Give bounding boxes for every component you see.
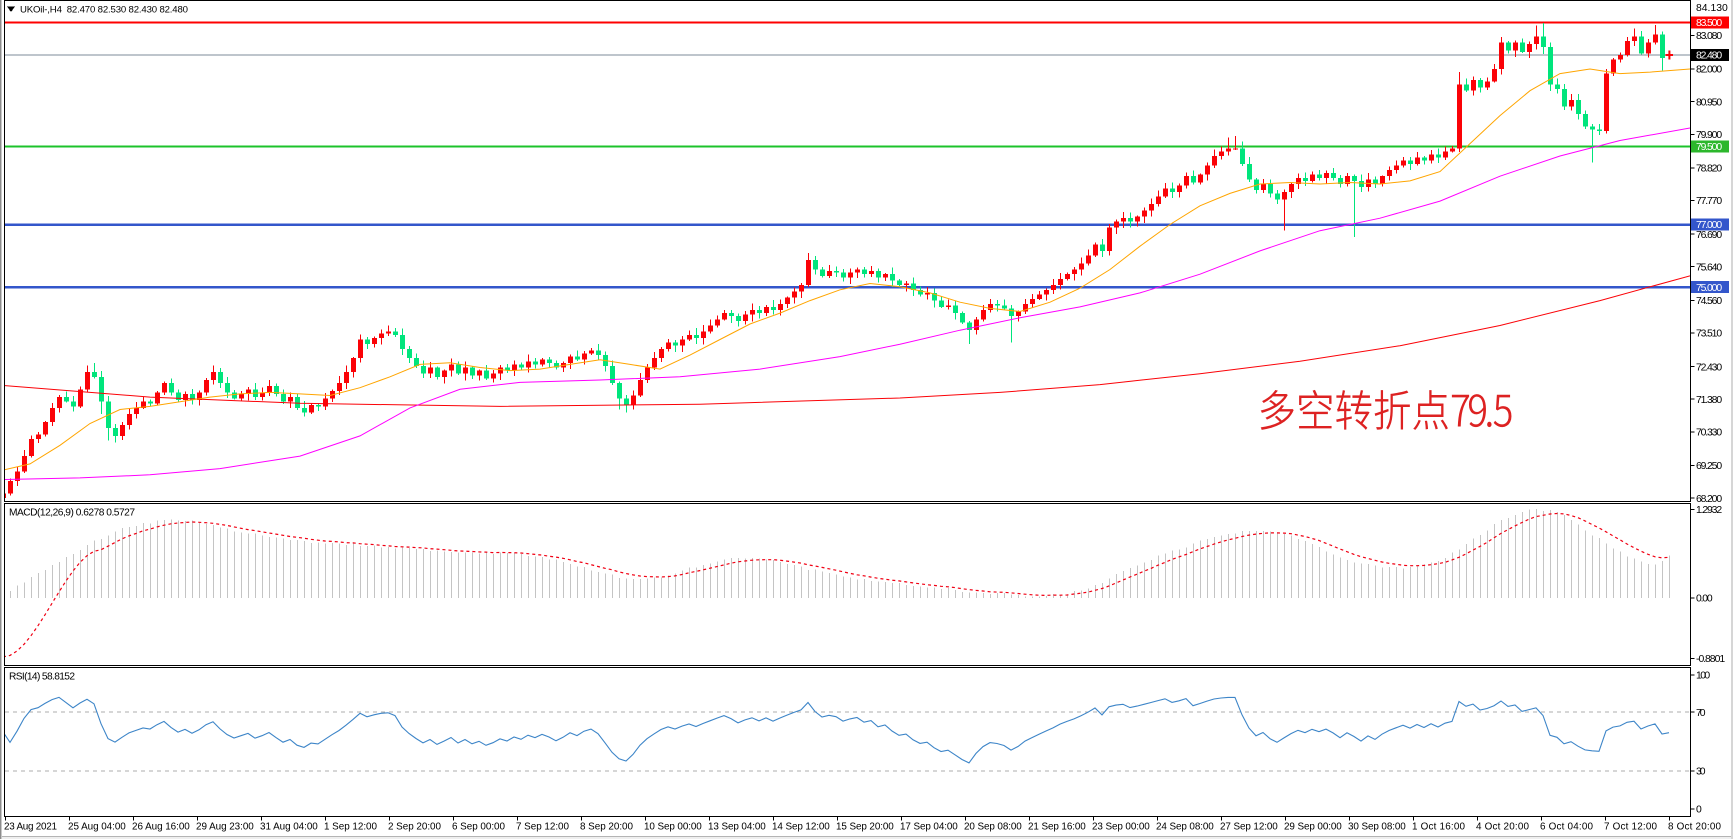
svg-text:7 Oct 12:00: 7 Oct 12:00 [1604,822,1658,833]
svg-text:1 Sep 12:00: 1 Sep 12:00 [324,822,378,833]
svg-text:6 Oct 04:00: 6 Oct 04:00 [1540,822,1594,833]
svg-text:13 Sep 04:00: 13 Sep 04:00 [708,822,766,833]
svg-text:78.820: 78.820 [1696,164,1722,175]
svg-text:UKOil-,H4 82.470 82.530 82.43: UKOil-,H4 82.470 82.530 82.430 82.480 [20,5,188,16]
svg-text:10 Sep 00:00: 10 Sep 00:00 [644,822,702,833]
svg-text:70: 70 [1696,708,1706,719]
svg-text:29 Sep 00:00: 29 Sep 00:00 [1284,822,1342,833]
svg-text:6 Sep 00:00: 6 Sep 00:00 [452,822,506,833]
svg-text:73.510: 73.510 [1696,329,1722,340]
svg-text:RSI(14) 58.8152: RSI(14) 58.8152 [9,672,75,683]
svg-text:24 Sep 08:00: 24 Sep 08:00 [1156,822,1214,833]
svg-text:30 Sep 08:00: 30 Sep 08:00 [1348,822,1406,833]
svg-text:76.690: 76.690 [1696,230,1722,241]
svg-text:8 Oct 20:00: 8 Oct 20:00 [1668,822,1722,833]
svg-text:2 Sep 20:00: 2 Sep 20:00 [388,822,442,833]
svg-text:82.000: 82.000 [1696,65,1722,76]
svg-text:100: 100 [1696,671,1710,682]
svg-text:83.500: 83.500 [1696,18,1722,29]
svg-text:30: 30 [1696,767,1706,778]
svg-text:14 Sep 12:00: 14 Sep 12:00 [772,822,830,833]
svg-text:MACD(12,26,9) 0.6278 0.5727: MACD(12,26,9) 0.6278 0.5727 [9,508,135,519]
svg-text:21 Sep 16:00: 21 Sep 16:00 [1028,822,1086,833]
svg-text:75.640: 75.640 [1696,262,1722,273]
svg-text:80.950: 80.950 [1696,97,1722,108]
svg-text:77.000: 77.000 [1696,220,1722,231]
svg-text:74.560: 74.560 [1696,296,1722,307]
svg-text:1 Oct 16:00: 1 Oct 16:00 [1412,822,1466,833]
svg-text:23 Aug 2021: 23 Aug 2021 [4,822,58,833]
svg-text:72.430: 72.430 [1696,362,1722,373]
svg-text:15 Sep 20:00: 15 Sep 20:00 [836,822,894,833]
svg-text:71.380: 71.380 [1696,395,1722,406]
svg-text:8 Sep 20:00: 8 Sep 20:00 [580,822,634,833]
svg-text:79.900: 79.900 [1696,130,1722,141]
svg-text:23 Sep 00:00: 23 Sep 00:00 [1092,822,1150,833]
svg-text:26 Aug 16:00: 26 Aug 16:00 [132,822,190,833]
svg-text:82.480: 82.480 [1696,51,1722,62]
svg-text:75.000: 75.000 [1696,283,1722,294]
svg-text:27 Sep 12:00: 27 Sep 12:00 [1220,822,1278,833]
svg-text:20 Sep 08:00: 20 Sep 08:00 [964,822,1022,833]
svg-text:25 Aug 04:00: 25 Aug 04:00 [68,822,126,833]
svg-text:1.2932: 1.2932 [1696,505,1722,516]
svg-text:29 Aug 23:00: 29 Aug 23:00 [196,822,254,833]
svg-text:31 Aug 04:00: 31 Aug 04:00 [260,822,318,833]
svg-text:69.250: 69.250 [1696,461,1722,472]
svg-text:68.200: 68.200 [1696,494,1722,505]
svg-text:4 Oct 20:00: 4 Oct 20:00 [1476,822,1530,833]
svg-text:77.770: 77.770 [1696,196,1722,207]
svg-text:83.080: 83.080 [1696,31,1722,42]
svg-text:70.330: 70.330 [1696,428,1722,439]
svg-text:84.130: 84.130 [1696,3,1728,14]
svg-text:79.500: 79.500 [1696,142,1722,153]
svg-text:0.00: 0.00 [1696,594,1713,605]
svg-text:17 Sep 04:00: 17 Sep 04:00 [900,822,958,833]
svg-text:7 Sep 12:00: 7 Sep 12:00 [516,822,570,833]
svg-text:-0.8801: -0.8801 [1696,654,1725,665]
svg-text:0: 0 [1696,805,1702,816]
